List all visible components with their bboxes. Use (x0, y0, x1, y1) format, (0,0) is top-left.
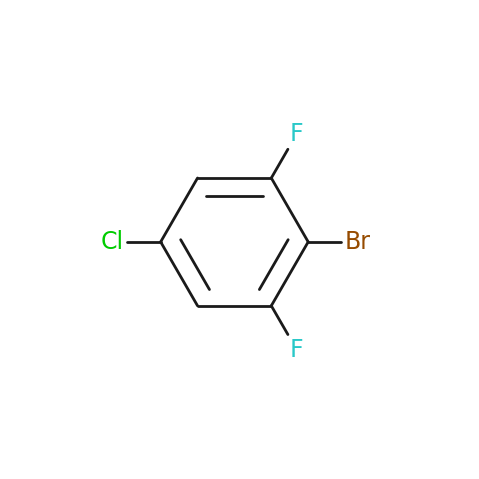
Text: Br: Br (345, 230, 371, 254)
Text: F: F (290, 338, 303, 362)
Text: F: F (290, 122, 303, 146)
Text: Cl: Cl (101, 230, 124, 254)
